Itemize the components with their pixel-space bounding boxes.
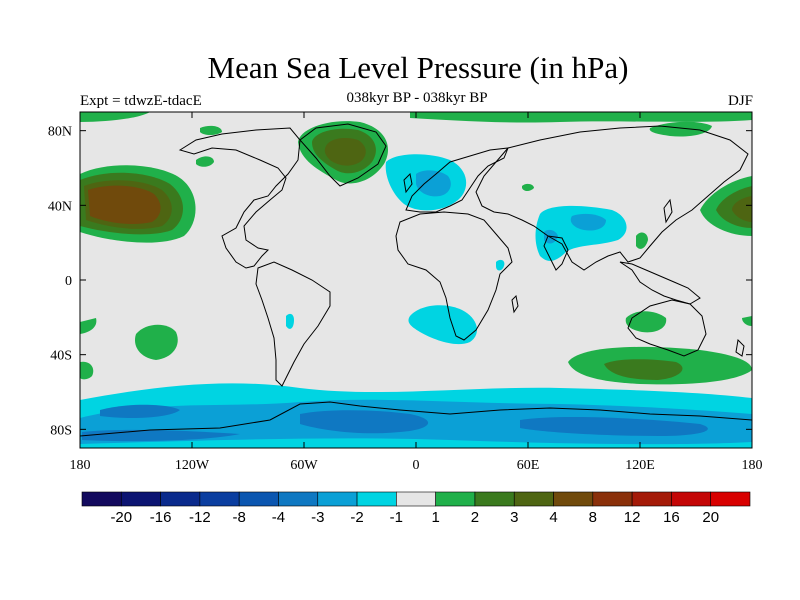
- colorbar-label: -2: [350, 509, 363, 526]
- season-label: DJF: [727, 93, 753, 109]
- coastline-uk: [403, 172, 413, 194]
- colorbar-label: -20: [110, 509, 132, 526]
- coastline-japan: [663, 198, 673, 224]
- colorbar-label: 1: [431, 509, 439, 526]
- colorbar-label: 20: [702, 509, 719, 526]
- coastline-asia: [475, 125, 749, 271]
- siberian-anomaly: [649, 121, 712, 137]
- coastline-southeast-asia: [619, 261, 701, 305]
- colorbar-label: 8: [589, 509, 597, 526]
- atlantic-small-anomaly: [522, 183, 534, 191]
- china-anomaly: [636, 232, 648, 249]
- experiment-label: Expt = tdwzE-tdacE: [80, 93, 202, 109]
- colorbar-label: -8: [233, 509, 246, 526]
- colorbar-label: -1: [390, 509, 403, 526]
- x-tick-label: 180: [70, 458, 91, 473]
- north-atlantic-anomaly-core: [416, 170, 451, 197]
- y-tick-label: 40N: [48, 199, 72, 214]
- south-pacific-edge-anomaly: [80, 361, 94, 380]
- y-tick-label: 0: [65, 274, 72, 289]
- coastline-north-america: [178, 127, 301, 269]
- colorbar-swatch: [120, 491, 161, 507]
- australia-south-anomaly: [625, 311, 667, 333]
- arctic-anomaly-atlantic: [80, 112, 150, 122]
- coastline-madagascar: [511, 294, 519, 314]
- colorbar-swatch: [671, 491, 712, 507]
- west-pacific-anomaly-core: [732, 196, 752, 222]
- colorbar-label: 4: [549, 509, 557, 526]
- aleutian-anomaly-core: [88, 185, 161, 224]
- weddell-anomaly-core: [300, 410, 429, 434]
- arctic-canada-anomaly: [200, 125, 222, 135]
- south-pacific-anomaly: [134, 324, 178, 360]
- coastline-europe: [405, 147, 509, 213]
- colorbar-swatch: [160, 491, 201, 507]
- x-tick-label: 60E: [517, 458, 540, 473]
- coastline-africa: [395, 211, 513, 341]
- colorbar: -20 -16 -12 -8 -4 -3 -2 -1 1 2 3 4 8 12 16 20: [81, 491, 751, 526]
- x-tick-label: 120W: [175, 458, 210, 473]
- colorbar-label: -16: [150, 509, 172, 526]
- colorbar-label: 12: [624, 509, 641, 526]
- colorbar-swatch: [513, 491, 554, 507]
- colorbar-swatch: [199, 491, 240, 507]
- south-atlantic-anomaly: [408, 305, 477, 345]
- east-antarctic-anomaly-core: [520, 417, 708, 436]
- arctic-anomaly-north: [410, 112, 752, 123]
- y-axis: 80N 40N 0 40S 80S: [48, 125, 752, 438]
- chart-title: Mean Sea Level Pressure (in hPa): [207, 50, 629, 85]
- central-asia-anomaly-core: [570, 213, 606, 231]
- x-axis: 180 120W 60W 0 60E 120E 180: [70, 112, 763, 473]
- y-tick-label: 80N: [48, 125, 72, 140]
- colorbar-swatch: [631, 491, 672, 507]
- south-pacific-west-anomaly: [80, 318, 97, 334]
- south-america-anomaly: [286, 313, 294, 329]
- y-tick-label: 80S: [50, 423, 72, 438]
- colorbar-swatch: [435, 491, 476, 507]
- coastlines: [80, 123, 752, 437]
- y-tick-label: 40S: [50, 349, 72, 364]
- coastline-india: [543, 235, 569, 271]
- greenland-anomaly-core: [324, 138, 366, 166]
- chart-subtitle: 038kyr BP - 038kyr BP: [346, 90, 488, 106]
- x-tick-label: 120E: [625, 458, 655, 473]
- colorbar-label: 3: [510, 509, 518, 526]
- colorbar-swatch: [474, 491, 515, 507]
- colorbar-swatch: [317, 491, 358, 507]
- coastline-australia: [627, 299, 707, 357]
- ross-anomaly-core: [100, 404, 180, 418]
- colorbar-swatch: [81, 491, 122, 507]
- x-tick-label: 180: [742, 458, 763, 473]
- coastline-greenland: [299, 123, 387, 187]
- colorbar-label: 16: [663, 509, 680, 526]
- x-tick-label: 0: [413, 458, 420, 473]
- colorbar-swatch: [356, 491, 397, 507]
- east-africa-anomaly: [496, 259, 505, 271]
- colorbar-swatch: [553, 491, 594, 507]
- x-tick-label: 60W: [290, 458, 318, 473]
- coastline-south-america: [255, 261, 331, 387]
- coastline-new-zealand: [735, 338, 745, 357]
- colorbar-swatch: [238, 491, 279, 507]
- north-america-anomaly: [196, 156, 214, 167]
- colorbar-swatch: [710, 491, 751, 507]
- colorbar-swatch: [592, 491, 633, 507]
- colorbar-label: -4: [272, 509, 285, 526]
- colorbar-swatch: [396, 491, 436, 507]
- map-field: [80, 112, 752, 448]
- colorbar-swatch: [278, 491, 319, 507]
- tasman-anomaly: [742, 316, 752, 326]
- colorbar-label: -3: [311, 509, 324, 526]
- colorbar-label: 2: [471, 509, 479, 526]
- indian-ocean-anomaly-mid: [604, 359, 683, 380]
- colorbar-label: -12: [189, 509, 211, 526]
- coastline-antarctica: [80, 401, 752, 437]
